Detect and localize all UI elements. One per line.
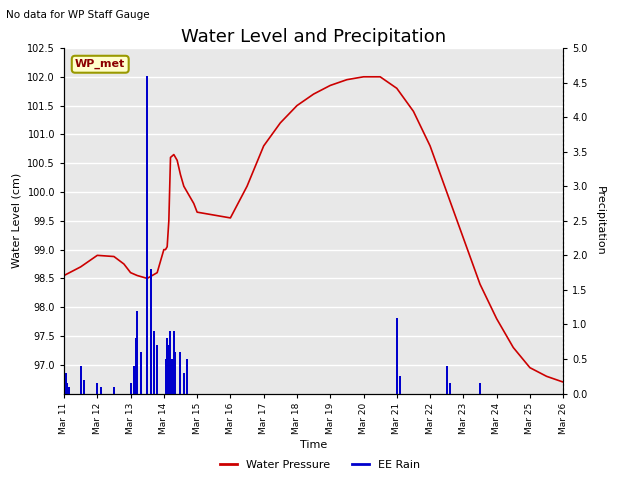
Bar [156,345,158,394]
Water Pressure [243,183,251,189]
Bar [171,359,173,394]
Water Pressure [227,215,234,221]
Water Pressure [360,74,367,80]
Bar [96,383,99,394]
Water Pressure [160,247,168,252]
Bar [399,376,401,394]
Water Pressure [293,103,301,108]
Bar [175,352,177,394]
Bar [79,366,82,394]
Bar [183,373,185,394]
Bar [65,373,67,394]
Bar [186,359,188,394]
Water Pressure [110,253,118,259]
Bar [396,318,398,394]
Water Pressure [143,276,151,281]
Bar [445,366,448,394]
Water Pressure [163,244,171,250]
Water Pressure [173,157,181,163]
Y-axis label: Water Level (cm): Water Level (cm) [12,173,22,268]
X-axis label: Time: Time [300,440,327,450]
Bar [173,331,175,394]
Bar [150,269,152,394]
Water Pressure [77,264,84,270]
Water Pressure [526,365,534,371]
Bar [146,76,148,394]
Bar [164,359,166,394]
Bar [136,311,138,394]
Water Pressure [393,85,401,91]
Text: No data for WP Staff Gauge: No data for WP Staff Gauge [6,10,150,20]
Water Pressure [376,74,384,80]
Water Pressure [93,252,101,258]
Text: WP_met: WP_met [75,59,125,70]
Legend: Water Pressure, EE Rain: Water Pressure, EE Rain [216,456,424,474]
Water Pressure [193,209,201,215]
Water Pressure [180,183,188,189]
Bar [67,383,68,394]
Water Pressure [166,155,174,160]
Water Pressure [426,143,434,149]
Water Pressure [326,83,334,88]
Bar [140,352,141,394]
Bar [479,383,481,394]
Water Pressure [493,316,500,322]
Water Pressure [162,247,170,252]
Water Pressure [210,212,218,218]
Y-axis label: Precipitation: Precipitation [595,186,604,256]
Water Pressure [120,261,128,267]
Bar [100,387,102,394]
Water Pressure [276,120,284,126]
Title: Water Level and Precipitation: Water Level and Precipitation [181,28,446,47]
Line: Water Pressure: Water Pressure [64,77,563,382]
Bar [170,331,172,394]
Water Pressure [170,152,178,157]
Water Pressure [154,270,161,276]
Water Pressure [183,189,191,195]
Water Pressure [260,143,268,149]
Water Pressure [310,91,317,97]
Bar [179,352,182,394]
Water Pressure [543,373,550,379]
Water Pressure [127,270,134,276]
Water Pressure [343,77,351,83]
Water Pressure [190,201,198,206]
Bar [153,331,155,394]
Water Pressure [133,273,141,278]
Bar [134,338,136,394]
Water Pressure [410,108,417,114]
Water Pressure [559,379,567,385]
Water Pressure [476,281,484,287]
Bar [83,380,85,394]
Bar [113,387,115,394]
Water Pressure [460,235,467,241]
Bar [449,383,451,394]
Water Pressure [443,189,451,195]
Water Pressure [187,195,195,201]
Bar [68,387,70,394]
Bar [129,383,132,394]
Bar [168,345,170,394]
Bar [166,338,168,394]
Water Pressure [165,218,173,224]
Bar [133,366,135,394]
Water Pressure [509,345,517,350]
Water Pressure [60,273,68,278]
Water Pressure [177,172,184,178]
